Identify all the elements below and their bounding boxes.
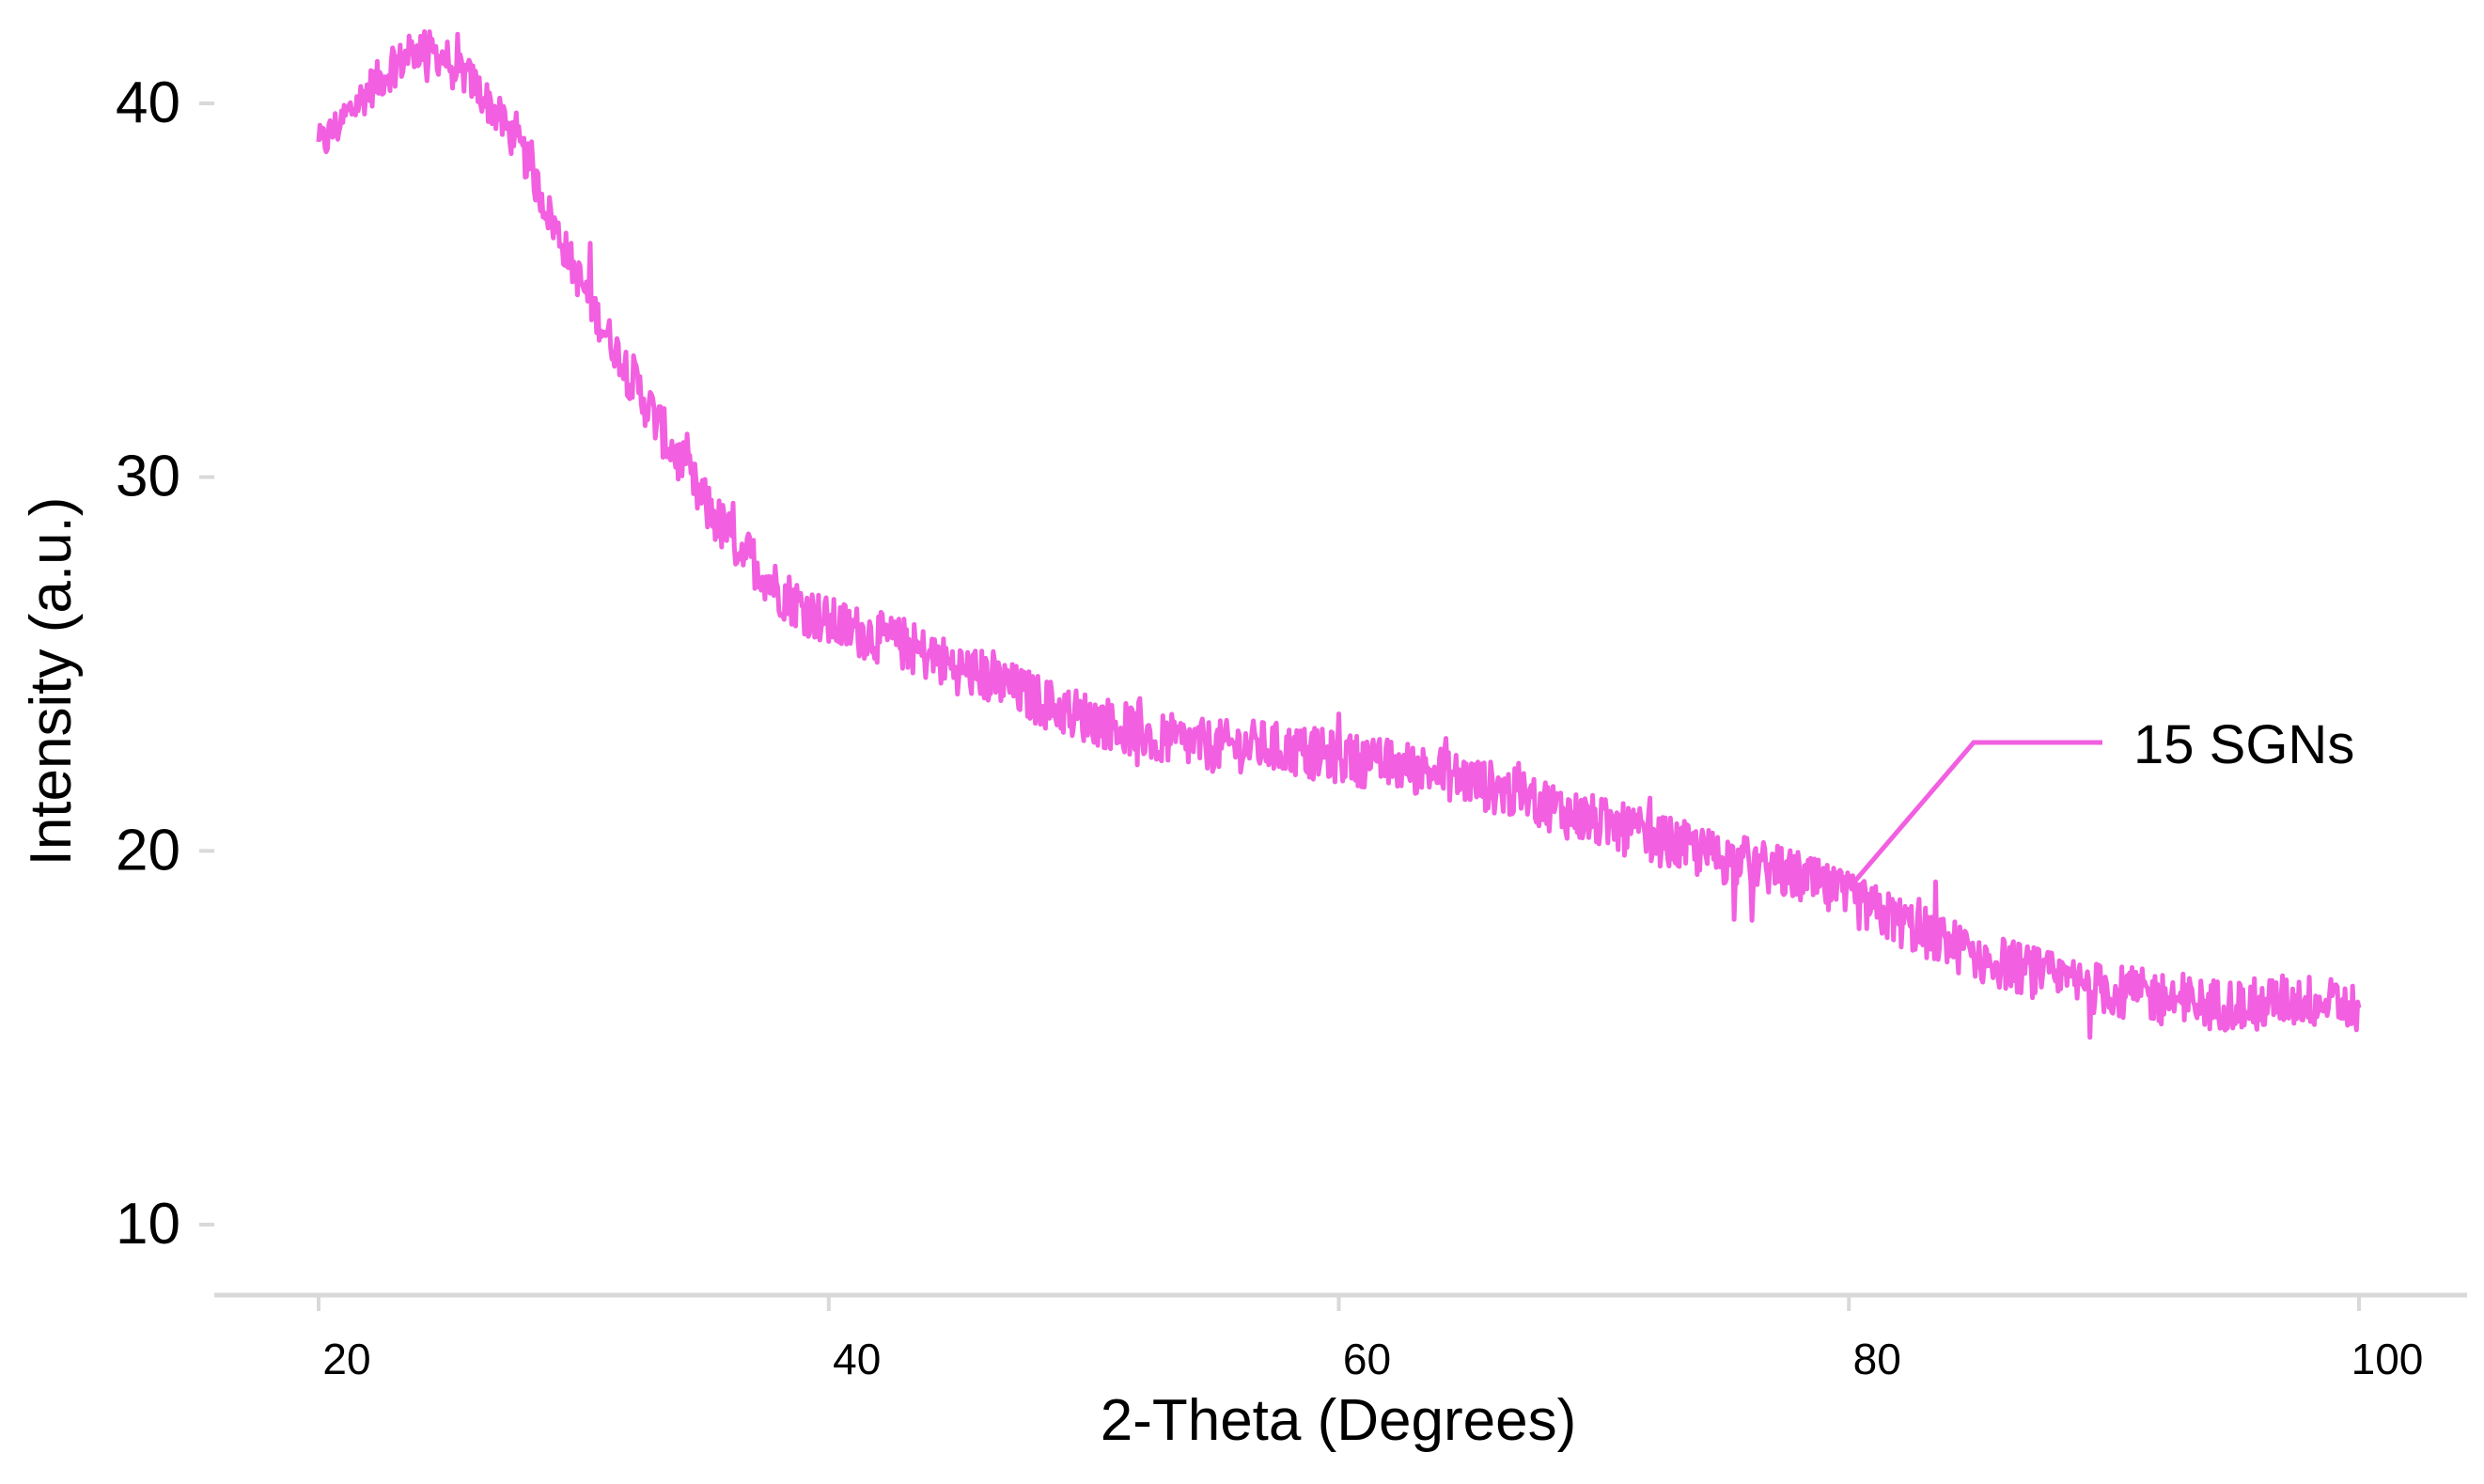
x-tick-label: 80 — [1853, 1335, 1901, 1383]
series-label-leader — [1847, 740, 2102, 890]
x-tick-label: 40 — [833, 1335, 881, 1383]
series-label-15-sgns: 15 SGNs — [2133, 714, 2354, 775]
y-axis-ticks: 10 20 30 40 — [116, 70, 214, 1257]
x-tick-label: 60 — [1343, 1335, 1391, 1383]
y-tick-label: 40 — [116, 70, 180, 135]
x-tick-label: 20 — [322, 1335, 370, 1383]
x-tick-label: 100 — [2351, 1335, 2424, 1383]
y-tick-label: 30 — [116, 445, 180, 509]
x-axis-title: 2-Theta (Degrees) — [1101, 1388, 1577, 1453]
series-line-15-sgns — [316, 29, 2362, 1040]
y-tick-label: 20 — [116, 818, 180, 883]
y-axis-title: Intensity (a.u.) — [19, 497, 84, 867]
y-tick-label: 10 — [116, 1192, 180, 1257]
x-axis-ticks: 20 40 60 80 100 — [317, 1297, 2424, 1383]
